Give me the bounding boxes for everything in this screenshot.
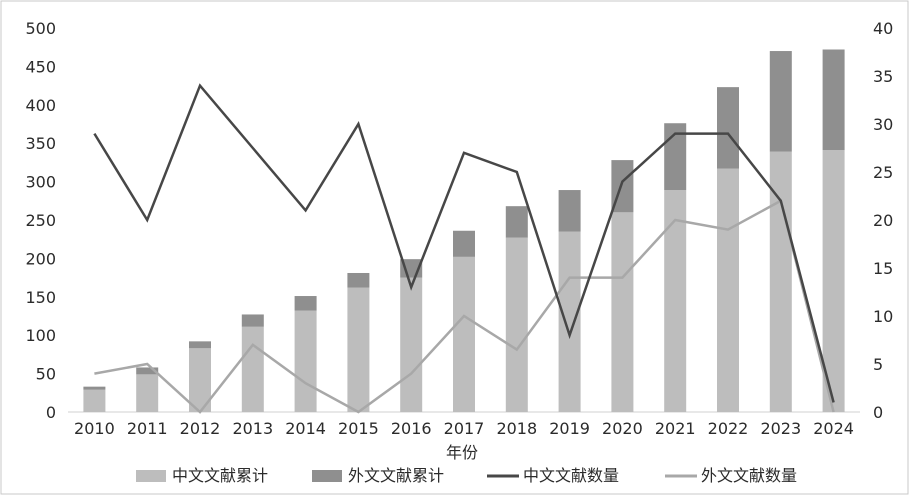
bar-2015-chinese-cumulative [347, 287, 370, 412]
x-tick-label: 2013 [232, 419, 273, 438]
left-tick-label: 450 [25, 57, 56, 76]
x-tick-label: 2014 [285, 419, 326, 438]
legend-label: 外文文献数量 [701, 466, 797, 485]
left-tick-label: 250 [25, 211, 56, 230]
right-tick-label: 25 [873, 163, 893, 182]
right-tick-label: 10 [873, 307, 893, 326]
x-tick-label: 2016 [391, 419, 432, 438]
legend-label: 中文文献累计 [172, 466, 268, 485]
bar-2015-foreign-cumulative [347, 272, 370, 288]
x-tick-label: 2010 [74, 419, 115, 438]
right-tick-label: 5 [873, 355, 883, 374]
x-tick-label: 2012 [180, 419, 221, 438]
left-tick-label: 150 [25, 288, 56, 307]
bar-2022-chinese-cumulative [717, 168, 739, 412]
legend-item-3: 中文文献数量 [487, 466, 619, 485]
left-tick-label: 50 [36, 365, 56, 384]
bar-2024-foreign-cumulative [822, 49, 845, 151]
bar-2012-chinese-cumulative [189, 348, 211, 412]
bar-2024-chinese-cumulative [822, 150, 845, 412]
bar-2021-chinese-cumulative [664, 190, 687, 412]
line-foreign-count [94, 198, 835, 414]
left-tick-label: 350 [25, 134, 56, 153]
legend-item-4: 外文文献数量 [665, 466, 797, 485]
bar-2016-chinese-cumulative [400, 277, 423, 412]
left-tick-label: 100 [25, 326, 56, 345]
legend-item-2: 外文文献累计 [312, 466, 444, 485]
bar-2023-chinese-cumulative [769, 151, 792, 412]
right-tick-label: 35 [873, 67, 893, 86]
bar-2011-chinese-cumulative [136, 374, 159, 412]
bar-2013-foreign-cumulative [241, 314, 264, 327]
x-tick-label: 2023 [760, 419, 801, 438]
right-tick-label: 20 [873, 211, 893, 230]
x-tick-label: 2011 [127, 419, 168, 438]
x-axis-title: 年份 [446, 443, 478, 462]
x-tick-label: 2020 [602, 419, 643, 438]
right-tick-label: 30 [873, 115, 893, 134]
x-tick-label: 2018 [496, 419, 537, 438]
bar-2011-foreign-cumulative [136, 367, 159, 375]
legend-label: 外文文献累计 [348, 466, 444, 485]
x-tick-label: 2019 [549, 419, 590, 438]
bar-2018-foreign-cumulative [505, 206, 528, 238]
bar-2012-foreign-cumulative [189, 341, 211, 349]
bar-2023-foreign-cumulative [769, 51, 792, 152]
right-tick-label: 40 [873, 19, 893, 38]
x-tick-label: 2021 [655, 419, 696, 438]
legend-item-1: 中文文献累计 [136, 466, 268, 485]
bar-2017-chinese-cumulative [453, 256, 475, 412]
bar-2019-chinese-cumulative [558, 231, 581, 412]
bar-2014-chinese-cumulative [294, 310, 317, 412]
legend-swatch [136, 470, 166, 482]
left-tick-label: 500 [25, 19, 56, 38]
bar-2020-chinese-cumulative [611, 212, 634, 412]
bar-2018-chinese-cumulative [505, 237, 528, 412]
legend-label: 中文文献数量 [523, 466, 619, 485]
right-tick-label: 0 [873, 403, 883, 422]
bar-2014-foreign-cumulative [294, 296, 317, 311]
x-tick-label: 2024 [813, 419, 854, 438]
bar-2010-chinese-cumulative [83, 389, 106, 412]
bar-2022-foreign-cumulative [717, 87, 739, 169]
x-tick-label: 2015 [338, 419, 379, 438]
legend-swatch [312, 470, 342, 482]
left-tick-label: 200 [25, 249, 56, 268]
left-tick-label: 300 [25, 173, 56, 192]
bar-2010-foreign-cumulative [83, 386, 106, 390]
bar-2019-foreign-cumulative [558, 190, 581, 232]
x-tick-label: 2017 [444, 419, 485, 438]
left-tick-label: 400 [25, 96, 56, 115]
bar-2013-chinese-cumulative [241, 326, 264, 412]
left-tick-label: 0 [46, 403, 56, 422]
bar-2017-foreign-cumulative [453, 230, 475, 257]
line-chinese-count [93, 83, 835, 403]
x-tick-label: 2022 [708, 419, 749, 438]
right-tick-label: 15 [873, 259, 893, 278]
